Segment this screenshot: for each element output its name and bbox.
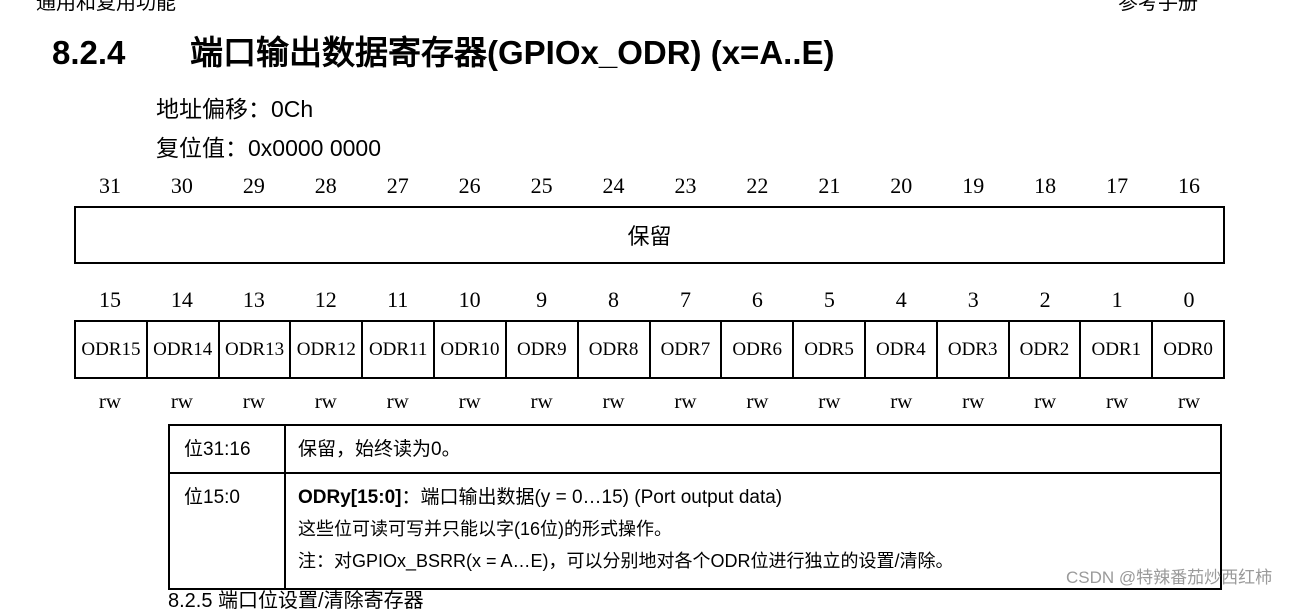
access-type: rw <box>530 389 553 413</box>
bit-number: 26 <box>458 173 481 198</box>
access-type: rw <box>1177 389 1201 413</box>
section-number: 8.2.4 <box>52 34 126 71</box>
bit-number: 11 <box>387 287 409 312</box>
bit-number: 31 <box>98 173 121 198</box>
reserved-label: 保留 <box>627 224 672 249</box>
access-type: rw <box>962 389 985 413</box>
bit-number: 1 <box>1111 287 1123 312</box>
watermark: CSDN @特辣番茄炒西红柿 <box>1066 568 1273 587</box>
reserved-field: 保留 <box>74 206 1225 264</box>
bit-number: 13 <box>242 287 265 312</box>
bit-number: 23 <box>674 173 697 198</box>
access-type: rw <box>98 389 122 413</box>
odr-field: ODR15 <box>76 322 148 377</box>
section-heading: 8.2.4 端口输出数据寄存器(GPIOx_ODR) (x=A..E) <box>52 26 834 74</box>
bit-number: 21 <box>818 173 841 198</box>
odr-field: ODR0 <box>1163 338 1213 360</box>
odr-field: ODR5 <box>794 322 866 377</box>
table-row: 位31:16 保留，始终读为0。 <box>168 424 1222 474</box>
access-type: rw <box>242 389 265 413</box>
bit-number: 20 <box>890 173 913 198</box>
bit-number: 5 <box>823 287 835 312</box>
bit-range: 位15:0 <box>168 472 286 590</box>
description-line: 这些位可读可写并只能以字(16位)的形式操作。 <box>298 519 673 539</box>
bit-number: 3 <box>967 287 979 312</box>
bit-number: 19 <box>962 173 985 198</box>
bit-description-table: 位31:16 保留，始终读为0。 位15:0 ODRy[15:0]：端口输出数据… <box>168 424 1222 590</box>
bit-number: 2 <box>1039 287 1051 312</box>
bit-number: 6 <box>751 287 763 312</box>
odr-field: ODR8 <box>579 322 651 377</box>
odr-field: ODR14 <box>148 322 220 377</box>
access-type: rw <box>1106 389 1129 413</box>
bit-number: 10 <box>458 287 481 312</box>
bit-number: 28 <box>314 173 337 198</box>
page-header-fragment: 通用和复用功能 <box>36 0 176 14</box>
access-type: rw <box>890 389 913 413</box>
access-type: rw <box>386 389 409 413</box>
bit-numbers-high: 31 30 29 28 27 26 25 24 23 22 21 20 19 1… <box>74 173 1225 199</box>
odr-field: ODR1 <box>1081 322 1154 377</box>
odr-field: ODR2 <box>1010 322 1082 377</box>
bit-description: ODRy[15:0]：端口输出数据(y = 0…15) (Port output… <box>284 472 1222 590</box>
bit-number: 0 <box>1183 287 1195 312</box>
bit-number: 7 <box>679 287 691 312</box>
odr-field: ODR10 <box>435 322 507 377</box>
bit-numbers-low: 15 14 13 12 11 10 9 8 7 6 5 4 3 2 1 0 <box>74 287 1225 313</box>
access-row: rw rw rw rw rw rw rw rw rw rw rw rw rw r… <box>74 389 1225 414</box>
access-type: rw <box>602 389 625 413</box>
field-name: ODRy[15:0] <box>298 487 402 508</box>
bit-number: 9 <box>536 287 548 312</box>
bit-number: 18 <box>1034 173 1057 198</box>
field-summary: ：端口输出数据(y = 0…15) (Port output data) <box>401 487 783 508</box>
bit-number: 15 <box>98 287 121 312</box>
access-type: rw <box>746 389 769 413</box>
odr-field: ODR6 <box>722 322 795 377</box>
bit-number: 14 <box>170 287 193 312</box>
odr-field: ODR12 <box>291 322 364 377</box>
access-type: rw <box>458 389 481 413</box>
odr-field: ODR7 <box>651 322 723 377</box>
odr-field-row: ODR15 ODR14 ODR13 ODR12 ODR11 ODR10 ODR9… <box>74 320 1225 379</box>
bit-number: 30 <box>170 173 193 198</box>
table-row: 位15:0 ODRy[15:0]：端口输出数据(y = 0…15) (Port … <box>168 472 1222 590</box>
odr-field: ODR11 <box>363 322 436 377</box>
odr-field: ODR13 <box>220 322 292 377</box>
reset-value: 复位值：0x0000 0000 <box>156 135 382 161</box>
odr-field: ODR9 <box>507 322 579 377</box>
address-offset: 地址偏移：0Ch <box>156 96 314 122</box>
description-note: 注：对GPIOx_BSRR(x = A…E)，可以分别地对各个ODR位进行独立的… <box>298 551 954 571</box>
access-type: rw <box>1034 389 1057 413</box>
page-header-fragment-right: 参考手册 <box>1118 0 1198 14</box>
section-title: 端口输出数据寄存器(GPIOx_ODR) (x=A..E) <box>190 34 835 71</box>
odr-field: ODR3 <box>938 322 1010 377</box>
bit-number: 12 <box>314 287 337 312</box>
odr-field: ODR4 <box>866 322 938 377</box>
bit-number: 8 <box>608 287 620 312</box>
access-type: rw <box>170 389 193 413</box>
access-type: rw <box>674 389 697 413</box>
description-line: ODRy[15:0]：端口输出数据(y = 0…15) (Port output… <box>298 482 1220 509</box>
bit-number: 22 <box>746 173 769 198</box>
bit-number: 25 <box>530 173 553 198</box>
access-type: rw <box>314 389 337 413</box>
next-section-fragment: 8.2.5 端口位设置/清除寄存器 <box>168 590 424 612</box>
bit-number: 16 <box>1178 173 1201 198</box>
bit-number: 4 <box>895 287 907 312</box>
bit-number: 17 <box>1106 173 1129 198</box>
bit-range: 位31:16 <box>168 424 286 474</box>
bit-number: 27 <box>386 173 409 198</box>
bit-number: 24 <box>602 173 625 198</box>
access-type: rw <box>818 389 841 413</box>
bit-description: 保留，始终读为0。 <box>284 424 1222 474</box>
bit-number: 29 <box>242 173 265 198</box>
